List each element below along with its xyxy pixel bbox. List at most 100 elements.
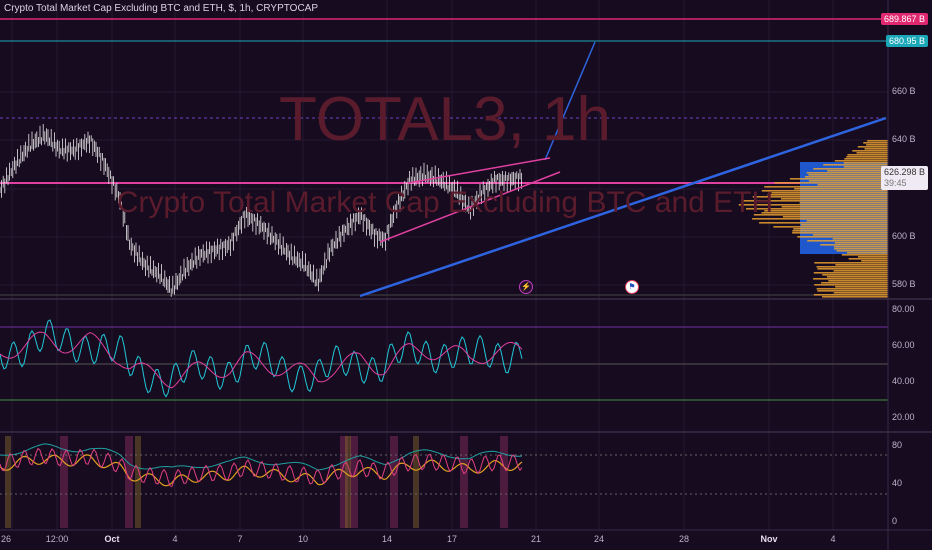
profile-bar (844, 158, 888, 160)
profile-bar (817, 268, 888, 270)
time-label-21: 21 (530, 534, 542, 544)
time-label-24: 24 (593, 534, 605, 544)
wedge-lower (379, 171, 561, 243)
profile-bar (820, 244, 888, 246)
osc-line (0, 447, 523, 487)
profile-bar (867, 140, 888, 142)
profile-bar (826, 276, 888, 278)
time-label-oct: Oct (104, 534, 120, 544)
profile-bar (817, 184, 888, 186)
volume-profile (738, 140, 888, 298)
rsi-label-40: 40.00 (892, 376, 915, 386)
price-badge-last: 626.298 B 39:45 (880, 166, 928, 190)
highlight-band (125, 436, 133, 528)
profile-bar (741, 200, 888, 202)
profile-bar (843, 162, 888, 164)
profile-bar (813, 294, 888, 296)
flag-icon[interactable]: ⚑ (625, 280, 639, 294)
time-label-17: 17 (446, 534, 458, 544)
lightning-icon[interactable]: ⚡ (519, 280, 533, 294)
price-badge-top: 689.867 B (880, 13, 928, 25)
highlight-band (413, 436, 419, 528)
profile-bar (799, 202, 888, 204)
osc-signal-line (0, 454, 523, 487)
profile-bar (764, 186, 888, 188)
profile-bar (857, 256, 888, 258)
highlight-band (390, 436, 398, 528)
profile-bar (767, 194, 888, 196)
profile-bar (832, 238, 888, 240)
time-label-nov: Nov (760, 534, 778, 544)
profile-bar (843, 166, 888, 168)
profile-bar (806, 172, 888, 174)
profile-bar (828, 280, 888, 282)
highlight-band (60, 436, 68, 528)
time-label-14: 14 (381, 534, 393, 544)
profile-bar (813, 234, 888, 236)
oscillator-pane (0, 436, 888, 528)
highlight-band (135, 436, 141, 528)
rsi-label-20: 20.00 (892, 412, 915, 422)
profile-bar (752, 196, 888, 198)
profile-bar (761, 212, 888, 214)
highlight-band (500, 436, 508, 528)
rsi-label-60: 60.00 (892, 340, 915, 350)
price-label-600: 600 B (892, 231, 916, 241)
profile-bar (834, 160, 888, 162)
price-label-660: 660 B (892, 86, 916, 96)
time-label-26: 26 (0, 534, 12, 544)
rsi-label-80: 80.00 (892, 304, 915, 314)
profile-bar (800, 224, 888, 226)
profile-bar (806, 220, 888, 222)
rsi-line (0, 319, 523, 398)
profile-bar (814, 284, 888, 286)
price-label-640: 640 B (892, 134, 916, 144)
profile-bar (857, 146, 888, 148)
profile-bar (848, 258, 888, 260)
time-label-4: 4 (172, 534, 178, 544)
time-label-28: 28 (678, 534, 690, 544)
profile-bar (792, 232, 888, 234)
rsi-pane (0, 319, 888, 401)
profile-bar (808, 180, 888, 182)
profile-bar (817, 290, 888, 292)
profile-bar (753, 214, 888, 216)
wedge-upper (407, 157, 551, 184)
profile-bar (846, 156, 888, 158)
trendlines (359, 41, 887, 298)
profile-bar (833, 292, 888, 294)
profile-bar (789, 178, 888, 180)
time-label-4-nov: 4 (830, 534, 836, 544)
profile-bar (834, 242, 888, 244)
profile-bar (834, 248, 888, 250)
profile-bar (807, 240, 888, 242)
profile-bar (822, 274, 888, 276)
highlight-band (340, 436, 348, 528)
profile-bar (821, 282, 888, 284)
rsi-signal-line (0, 331, 523, 389)
profile-bar (856, 152, 888, 154)
profile-bar (834, 246, 888, 248)
profile-bar (814, 262, 888, 264)
price-label-580: 580 B (892, 279, 916, 289)
profile-bar (745, 208, 888, 210)
price-badge-cyan: 680.95 B (885, 35, 928, 47)
profile-bar (752, 218, 888, 220)
profile-bar (782, 216, 888, 218)
profile-bar (823, 164, 888, 166)
profile-bar (861, 260, 888, 262)
profile-bar (835, 264, 888, 266)
profile-bar (808, 174, 888, 176)
profile-bar (866, 144, 888, 146)
time-label-10: 10 (297, 534, 309, 544)
osc-label-80: 80 (892, 440, 903, 450)
profile-bar (764, 210, 888, 212)
profile-bar (863, 142, 888, 144)
osc-label-40: 40 (892, 478, 903, 488)
profile-bar (794, 188, 888, 190)
osc-label-0: 0 (892, 516, 898, 526)
trendline-support (359, 116, 887, 298)
profile-bar (759, 222, 888, 224)
profile-bar (781, 206, 888, 208)
